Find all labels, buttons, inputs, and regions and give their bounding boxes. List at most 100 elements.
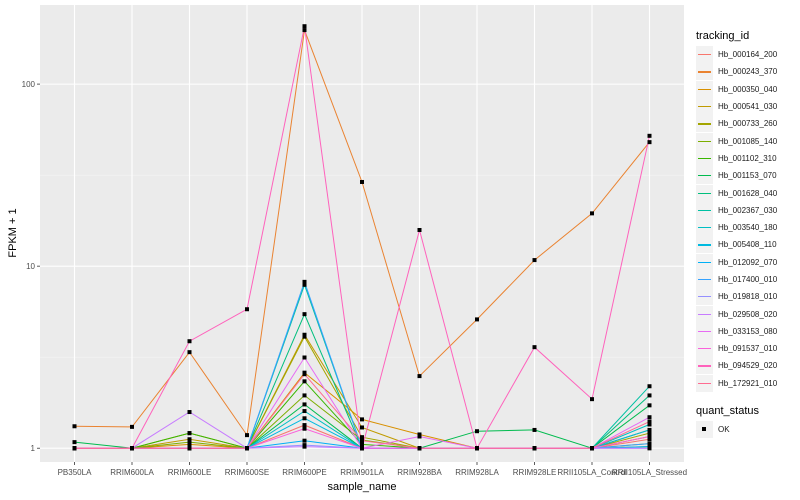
legend-label: Hb_001102_310 — [718, 153, 777, 163]
legend-item: Hb_094529_020 — [696, 357, 800, 375]
x-tick-label: RRIM600LE — [168, 468, 212, 477]
data-point — [417, 227, 422, 232]
data-point — [302, 438, 307, 443]
data-point — [302, 28, 307, 33]
data-point — [647, 446, 652, 451]
legend-item: Hb_005408_110 — [696, 236, 800, 254]
legend-title: tracking_id — [696, 30, 750, 42]
point-key-icon — [696, 421, 713, 439]
data-point — [647, 415, 652, 420]
data-point — [647, 133, 652, 138]
x-tick-label: RRII105LA_Control — [557, 468, 627, 477]
legend-item: Hb_000243_370 — [696, 63, 800, 81]
legend-line-icon — [696, 80, 713, 98]
data-point — [302, 393, 307, 398]
legend-line-icon — [696, 132, 713, 150]
legend-item: Hb_000350_040 — [696, 80, 800, 98]
legend-label: Hb_029508_020 — [718, 309, 778, 319]
data-point — [187, 431, 192, 436]
legend-label: Hb_001153_070 — [718, 171, 777, 181]
data-point — [647, 434, 652, 439]
data-point — [360, 435, 364, 440]
data-point — [647, 441, 652, 446]
data-point — [417, 434, 422, 439]
legend-item: Hb_000541_030 — [696, 98, 800, 116]
legend-line-icon — [696, 322, 713, 340]
x-tick-label: RRII105LA_Stressed — [612, 468, 687, 477]
data-point — [647, 427, 652, 432]
legend-label: Hb_012092_070 — [718, 257, 778, 267]
y-axis-title: FPKM + 1 — [7, 208, 19, 257]
data-point — [302, 444, 307, 449]
legend-label: Hb_000350_040 — [718, 84, 778, 94]
data-point — [130, 424, 134, 429]
data-point — [130, 446, 134, 451]
data-point — [360, 179, 364, 184]
legend-line-icon — [696, 115, 713, 133]
data-point — [417, 446, 422, 451]
x-axis: PB350LA RRIM600LA RRIM600LE RRIM600SE RRIM60… — [58, 462, 687, 477]
legend-label: Hb_033153_080 — [718, 326, 778, 336]
data-point — [302, 372, 307, 377]
data-point — [302, 279, 307, 284]
legend-item: Hb_001085_140 — [696, 132, 800, 150]
data-point — [245, 433, 249, 438]
data-point — [647, 384, 652, 389]
data-point — [647, 437, 652, 442]
data-point — [302, 402, 307, 407]
legend-line-icon — [696, 63, 713, 81]
data-point — [302, 312, 307, 317]
legend-label: Hb_001085_140 — [718, 136, 778, 146]
legend-item: Hb_001628_040 — [696, 184, 800, 202]
data-point — [187, 442, 192, 447]
data-point — [72, 440, 77, 445]
legend-line-icon — [696, 46, 713, 64]
x-tick-label: RRIM600SE — [225, 468, 269, 477]
legend-label: Hb_000243_370 — [718, 67, 778, 77]
data-point — [72, 424, 77, 429]
legend-label: Hb_001628_040 — [718, 188, 778, 198]
legend-item: Hb_003540_180 — [696, 219, 800, 237]
legend-item: Hb_033153_080 — [696, 322, 800, 340]
legend-label: OK — [718, 425, 730, 435]
data-point — [360, 425, 364, 430]
legend-line-icon — [696, 271, 713, 288]
x-tick-label: RRIM901LA — [340, 468, 384, 477]
legend-quant-status: quant_status OK — [696, 405, 759, 439]
data-point — [187, 410, 192, 415]
legend-item: Hb_000164_200 — [696, 46, 800, 64]
x-tick-label: RRIM928BA — [397, 468, 442, 477]
legend-label: Hb_094529_020 — [718, 361, 778, 371]
legend-label: Hb_000733_260 — [718, 119, 778, 129]
data-point — [590, 211, 594, 216]
data-point — [302, 426, 307, 431]
legend-item: OK — [696, 421, 759, 439]
data-point — [302, 409, 307, 414]
legend-line-icon — [696, 374, 713, 392]
data-point — [360, 442, 364, 447]
legend-line-icon — [696, 219, 713, 237]
data-point — [302, 282, 307, 287]
legend-line-icon — [696, 288, 713, 306]
data-point — [187, 437, 192, 442]
data-point — [532, 446, 537, 451]
legend-line-icon — [696, 253, 713, 271]
data-point — [187, 339, 192, 344]
x-tick-label: RRIM928LA — [455, 468, 499, 477]
data-point — [532, 258, 537, 263]
data-point — [187, 350, 192, 355]
y-axis: 1 10 100 — [22, 80, 40, 453]
data-point — [187, 446, 192, 451]
data-point — [245, 307, 249, 312]
legend-item: Hb_017400_010 — [696, 271, 800, 288]
legend-line-icon — [696, 167, 713, 185]
legend-item: Hb_001102_310 — [696, 149, 800, 167]
legend-item: Hb_002367_030 — [696, 201, 800, 219]
legend-title: quant_status — [696, 405, 759, 417]
data-point — [647, 419, 652, 424]
legend-line-icon — [696, 149, 713, 167]
legend-item: Hb_029508_020 — [696, 305, 800, 323]
data-point — [302, 423, 307, 428]
data-point — [417, 432, 422, 437]
data-point — [475, 317, 479, 322]
